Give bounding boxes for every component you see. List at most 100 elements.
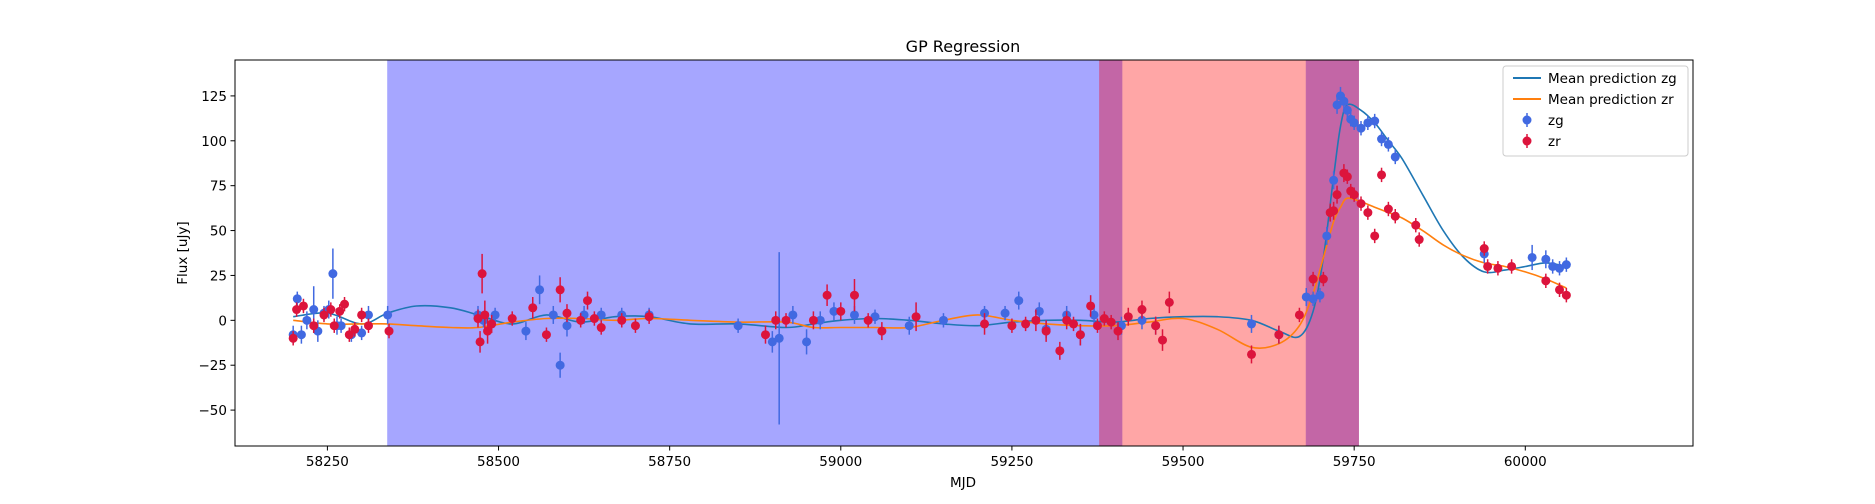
legend-zr-label: zr xyxy=(1548,134,1561,150)
x-tick-label: 59250 xyxy=(990,454,1033,470)
zr-point xyxy=(487,314,497,333)
zr-point xyxy=(980,313,990,335)
zg-point xyxy=(521,322,531,341)
zr-point xyxy=(1274,325,1284,344)
zr-point xyxy=(350,322,360,337)
zg-point xyxy=(1014,291,1024,310)
zr-point xyxy=(1069,316,1079,332)
y-axis: −50 −25 0 25 50 75 100 125 xyxy=(199,89,235,419)
zr-point xyxy=(630,318,640,333)
zr-point xyxy=(1031,309,1041,332)
zg-point xyxy=(1315,288,1325,303)
zg-point xyxy=(328,248,338,299)
zr-point xyxy=(1021,316,1031,332)
zr-point xyxy=(1349,187,1359,202)
zg-point xyxy=(829,302,839,321)
zg-point xyxy=(383,305,393,324)
x-tick-label: 60000 xyxy=(1504,454,1547,470)
zr-point xyxy=(1246,345,1256,364)
observations xyxy=(288,86,1571,425)
zr-point xyxy=(1075,323,1085,346)
zg-point xyxy=(1390,149,1400,165)
zr-point xyxy=(1411,217,1421,233)
x-tick-label: 59000 xyxy=(819,454,862,470)
zr-point xyxy=(1092,318,1102,333)
zg-point xyxy=(1377,131,1387,147)
zr-point xyxy=(1099,311,1109,326)
plot-frame xyxy=(234,59,1694,447)
zr-point xyxy=(1086,295,1096,317)
zr-point xyxy=(1123,307,1133,326)
zg-point xyxy=(1308,291,1318,306)
legend-zg-marker xyxy=(1522,113,1532,127)
zg-point xyxy=(1301,288,1311,306)
y-tick-label: −50 xyxy=(199,403,228,419)
zr-point xyxy=(357,307,367,323)
zr-point xyxy=(477,253,487,294)
zg-point xyxy=(788,305,798,324)
shaded-regions xyxy=(387,60,1359,446)
y-tick-label: 100 xyxy=(201,134,227,150)
zg-point xyxy=(1370,113,1380,129)
zg-point xyxy=(870,309,880,324)
zg-point xyxy=(1000,305,1010,321)
zg-point xyxy=(296,325,306,344)
zr-point xyxy=(583,291,593,310)
legend: Mean prediction zg Mean prediction zr zg… xyxy=(1502,65,1689,157)
zr-point xyxy=(1493,261,1503,276)
zg-point xyxy=(1034,302,1044,321)
zr-point xyxy=(507,311,517,326)
zg-point xyxy=(733,318,743,333)
zg-point xyxy=(548,305,558,324)
zr-point xyxy=(1479,241,1489,256)
zr-point xyxy=(1370,228,1380,244)
zr-point xyxy=(473,309,483,328)
y-tick-label: 0 xyxy=(218,313,227,329)
zg-point xyxy=(596,307,606,323)
zr-point xyxy=(576,313,586,328)
zr-point xyxy=(298,298,308,314)
x-tick-label: 59500 xyxy=(1162,454,1205,470)
zr-point xyxy=(836,302,846,321)
zr-point xyxy=(644,309,654,324)
zg-point xyxy=(1342,103,1352,118)
y-tick-label: 25 xyxy=(210,268,227,284)
zg-point xyxy=(555,352,565,378)
zr-point xyxy=(1555,282,1565,297)
zr-point xyxy=(340,296,350,312)
zr-point xyxy=(1007,318,1017,333)
zr-point xyxy=(480,300,490,330)
x-axis-label: MJD xyxy=(950,475,976,491)
zr-point xyxy=(1055,341,1065,360)
legend-mean-zg-label: Mean prediction zg xyxy=(1548,71,1677,87)
zr-point xyxy=(1383,201,1393,217)
zr-point xyxy=(1329,201,1339,220)
zg-point xyxy=(767,331,777,353)
zr-point xyxy=(781,313,791,328)
zr-point xyxy=(760,325,770,344)
zr-point xyxy=(1541,273,1551,289)
zr-point xyxy=(1106,314,1116,330)
zr-point xyxy=(562,304,572,323)
zr-point xyxy=(1158,329,1168,351)
zr-point xyxy=(1483,259,1493,274)
zr-point xyxy=(1561,288,1571,303)
zr-point xyxy=(384,323,394,339)
zg-point xyxy=(815,311,825,330)
zr-point xyxy=(822,284,832,306)
zr-point xyxy=(319,307,329,323)
zr-point xyxy=(617,313,627,328)
zr-point xyxy=(1308,271,1318,287)
zg-point xyxy=(490,307,500,323)
zr-point xyxy=(1414,232,1424,247)
zg-point xyxy=(774,252,784,425)
zg-point xyxy=(1246,314,1256,333)
zr-point xyxy=(528,296,538,319)
zg-point xyxy=(1541,250,1551,269)
zr-point xyxy=(329,318,339,333)
zr-point xyxy=(849,279,859,312)
zr-point xyxy=(1164,291,1174,314)
legend-zr-marker xyxy=(1522,134,1532,148)
zg-point xyxy=(1548,259,1558,274)
y-tick-label: −25 xyxy=(199,358,228,374)
